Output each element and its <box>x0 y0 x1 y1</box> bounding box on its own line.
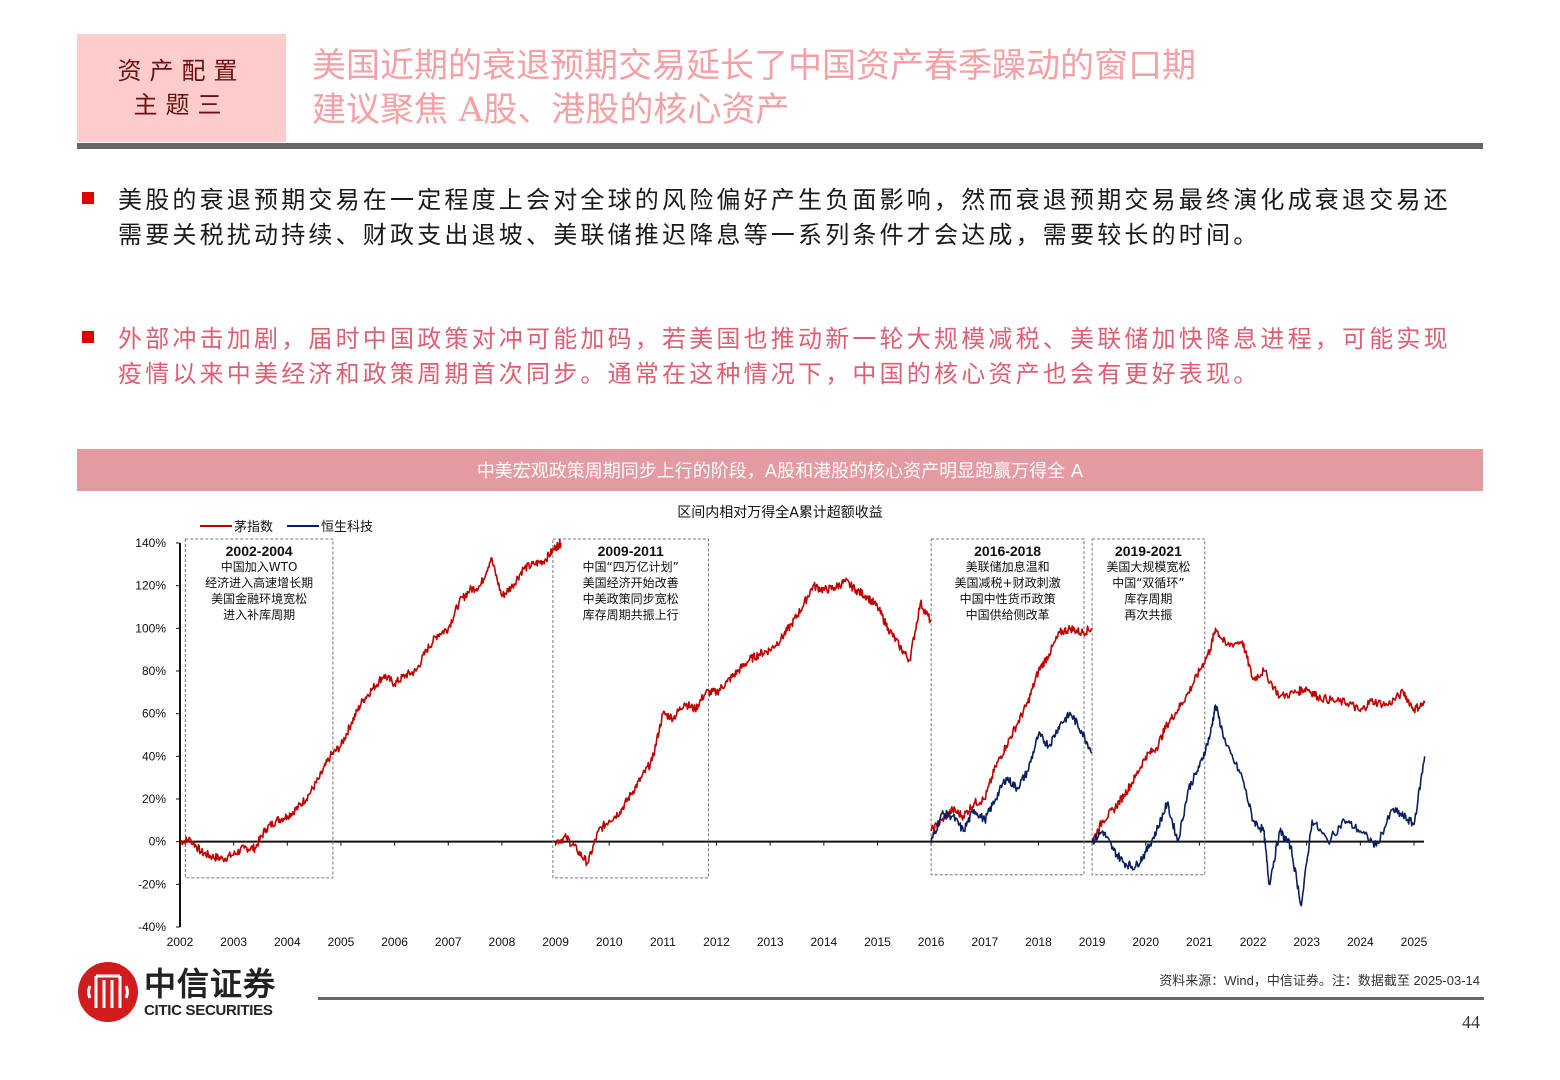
legend-swatch-navy <box>287 524 320 527</box>
citic-logo-icon <box>78 962 138 1022</box>
x-tick-label: 2016 <box>918 935 945 949</box>
page-title-line1: 美国近期的衰退预期交易延长了中国资产春季躁动的窗口期 <box>312 46 1196 86</box>
x-tick-label: 2015 <box>864 935 891 949</box>
section-tag-line1: 资产配置 <box>117 57 246 85</box>
x-tick-label: 2006 <box>381 935 408 949</box>
legend-swatch-red <box>200 524 232 527</box>
legend-label: 恒生科技 <box>321 520 374 535</box>
x-tick-label: 2004 <box>274 935 301 949</box>
y-tick-label: 80% <box>142 664 166 678</box>
page-number: 44 <box>1462 1012 1480 1032</box>
x-tick-label: 2005 <box>328 935 355 949</box>
bullet-item: 外部冲击加剧，届时中国政策对冲可能加码，若美国也推动新一轮大规模减税、美联储加快… <box>82 322 1462 392</box>
x-tick-label: 2019 <box>1079 935 1106 949</box>
y-tick-label: -20% <box>138 877 166 891</box>
y-tick-label: 20% <box>142 792 166 806</box>
x-tick-label: 2003 <box>220 935 247 949</box>
y-tick-label: 100% <box>135 621 166 635</box>
x-tick-label: 2024 <box>1347 935 1374 949</box>
header-divider <box>77 143 1483 149</box>
x-tick-label: 2009 <box>542 935 569 949</box>
legend-item: 茅指数 <box>200 516 273 535</box>
annotation-text: 2019-2021 美国大规模宽松 中国“双循环” 库存周期 再次共振 <box>1106 543 1191 622</box>
annotation-box <box>930 538 1085 876</box>
section-tag-line2: 主题三 <box>133 91 230 119</box>
bullet-text: 美股的衰退预期交易在一定程度上会对全球的风险偏好产生负面影响，然而衰退预期交易最… <box>118 186 1451 249</box>
annotation-box <box>184 538 334 879</box>
bullet-square-icon <box>82 331 94 343</box>
y-tick-label: 40% <box>142 749 166 763</box>
source-note: 资料来源：Wind，中信证券。注：数据截至 2025-03-14 <box>1159 973 1480 988</box>
series-line <box>1091 704 1426 907</box>
legend-label: 茅指数 <box>234 520 274 535</box>
chart-banner: 中美宏观政策周期同步上行的阶段，A股和港股的核心资产明显跑赢万得全 A <box>77 449 1483 491</box>
x-tick-label: 2007 <box>435 935 462 949</box>
bullet-text: 外部冲击加剧，届时中国政策对冲可能加码，若美国也推动新一轮大规模减税、美联储加快… <box>118 325 1451 388</box>
citic-logo: 中信证券 CITIC SECURITIES <box>78 962 276 1022</box>
legend-item: 恒生科技 <box>287 516 373 535</box>
series-line <box>179 538 562 863</box>
series-line <box>930 711 1093 842</box>
chart-legend: 茅指数 恒生科技 <box>200 516 373 535</box>
page-title-line2: 建议聚焦 A股、港股的核心资产 <box>312 90 790 130</box>
x-tick-label: 2022 <box>1240 935 1267 949</box>
x-tick-label: 2008 <box>489 935 516 949</box>
chart-banner-text: 中美宏观政策周期同步上行的阶段，A股和港股的核心资产明显跑赢万得全 A <box>476 461 1084 482</box>
logo-en-text: CITIC SECURITIES <box>144 1001 273 1019</box>
series-line <box>1091 627 1426 843</box>
x-tick-label: 2021 <box>1186 935 1213 949</box>
logo-cn-text: 中信证券 <box>144 964 277 1003</box>
bullet-square-icon <box>82 192 94 204</box>
annotation-text: 2016-2018 美联储加息温和 美国减税+财政刺激 中国中性货币政策 中国供给侧改革 <box>954 543 1061 622</box>
section-tag: 资产配置 主题三 <box>77 34 286 142</box>
x-tick-label: 2018 <box>1025 935 1052 949</box>
x-tick-label: 2012 <box>703 935 730 949</box>
series-line <box>554 577 932 867</box>
y-tick-label: 120% <box>135 579 166 593</box>
annotation-box <box>1091 538 1206 876</box>
y-tick-label: -40% <box>138 920 166 934</box>
x-tick-label: 2017 <box>971 935 998 949</box>
annotation-text: 2002-2004 中国加入WTO 经济进入高速增长期 美国金融环境宽松 进入补库周期 <box>205 543 314 622</box>
page-title: 美国近期的衰退预期交易延长了中国资产春季躁动的窗口期 建议聚焦 A股、港股的核心… <box>312 44 1196 132</box>
chart-title: 区间内相对万得全A累计超额收益 <box>677 505 883 521</box>
x-tick-label: 2010 <box>596 935 623 949</box>
y-tick-label: 60% <box>142 707 166 721</box>
x-tick-label: 2020 <box>1132 935 1159 949</box>
x-tick-label: 2002 <box>167 935 194 949</box>
x-tick-label: 2023 <box>1293 935 1320 949</box>
x-tick-label: 2011 <box>650 935 676 949</box>
footer-divider <box>318 997 1484 1000</box>
y-tick-label: 140% <box>135 536 166 550</box>
bullet-item: 美股的衰退预期交易在一定程度上会对全球的风险偏好产生负面影响，然而衰退预期交易最… <box>82 183 1462 253</box>
series-line <box>930 624 1093 833</box>
annotation-text: 2009-2011 中国“四万亿计划” 美国经济开始改善 中美政策同步宽松 库存周期共振… <box>582 543 679 622</box>
annotation-box <box>552 538 709 879</box>
x-tick-label: 2013 <box>757 935 784 949</box>
x-tick-label: 2025 <box>1401 935 1428 949</box>
x-tick-label: 2014 <box>810 935 837 949</box>
y-tick-label: 0% <box>149 835 167 849</box>
